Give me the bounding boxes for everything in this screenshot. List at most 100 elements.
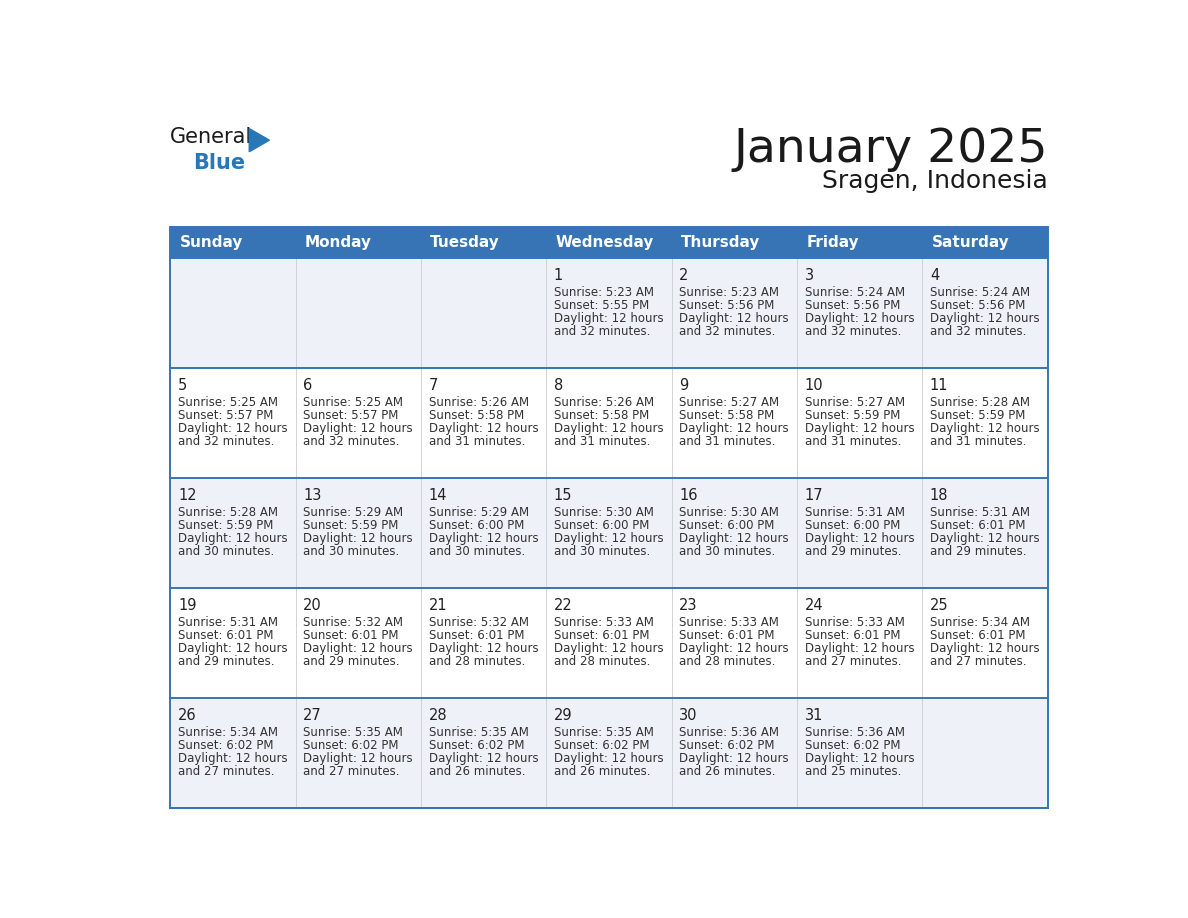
Text: 13: 13: [303, 488, 322, 503]
Text: and 30 minutes.: and 30 minutes.: [680, 544, 776, 558]
Text: Sunrise: 5:24 AM: Sunrise: 5:24 AM: [930, 286, 1030, 299]
Text: Sunset: 5:59 PM: Sunset: 5:59 PM: [930, 409, 1025, 422]
Text: Sunday: Sunday: [179, 235, 242, 250]
Text: Daylight: 12 hours: Daylight: 12 hours: [429, 532, 538, 545]
Text: and 31 minutes.: and 31 minutes.: [429, 435, 525, 448]
Text: 8: 8: [554, 378, 563, 393]
Text: Sunset: 6:02 PM: Sunset: 6:02 PM: [303, 739, 399, 752]
Text: Daylight: 12 hours: Daylight: 12 hours: [429, 752, 538, 765]
Text: and 29 minutes.: and 29 minutes.: [178, 655, 274, 667]
Text: Sunrise: 5:31 AM: Sunrise: 5:31 AM: [930, 506, 1030, 519]
Text: and 30 minutes.: and 30 minutes.: [554, 544, 650, 558]
Text: 18: 18: [930, 488, 948, 503]
Text: and 32 minutes.: and 32 minutes.: [178, 435, 274, 448]
Text: Daylight: 12 hours: Daylight: 12 hours: [303, 422, 413, 435]
Text: Sunset: 5:55 PM: Sunset: 5:55 PM: [554, 299, 649, 312]
Bar: [170, 588, 1048, 698]
Text: and 26 minutes.: and 26 minutes.: [554, 765, 651, 778]
Text: Sunset: 5:58 PM: Sunset: 5:58 PM: [554, 409, 649, 422]
Text: Sunset: 6:02 PM: Sunset: 6:02 PM: [429, 739, 524, 752]
Text: 21: 21: [429, 598, 447, 613]
Text: Blue: Blue: [194, 153, 246, 174]
Text: Sunset: 6:01 PM: Sunset: 6:01 PM: [804, 629, 901, 642]
Text: Daylight: 12 hours: Daylight: 12 hours: [554, 422, 664, 435]
Text: Sunset: 5:58 PM: Sunset: 5:58 PM: [680, 409, 775, 422]
Text: Sunset: 5:57 PM: Sunset: 5:57 PM: [178, 409, 273, 422]
Text: Sunset: 5:59 PM: Sunset: 5:59 PM: [804, 409, 901, 422]
Text: Sunrise: 5:28 AM: Sunrise: 5:28 AM: [930, 396, 1030, 409]
Text: 17: 17: [804, 488, 823, 503]
Bar: [170, 227, 1048, 808]
Text: Daylight: 12 hours: Daylight: 12 hours: [930, 532, 1040, 545]
Text: and 28 minutes.: and 28 minutes.: [680, 655, 776, 667]
Text: 16: 16: [680, 488, 697, 503]
Text: and 32 minutes.: and 32 minutes.: [804, 325, 901, 338]
Text: Sunset: 6:01 PM: Sunset: 6:01 PM: [554, 629, 650, 642]
Text: 15: 15: [554, 488, 573, 503]
Text: Sunset: 6:01 PM: Sunset: 6:01 PM: [930, 519, 1025, 532]
Text: 4: 4: [930, 268, 940, 283]
Text: and 27 minutes.: and 27 minutes.: [930, 655, 1026, 667]
Text: Daylight: 12 hours: Daylight: 12 hours: [804, 532, 915, 545]
Text: Sunrise: 5:35 AM: Sunrise: 5:35 AM: [554, 726, 653, 739]
Text: 24: 24: [804, 598, 823, 613]
Text: and 27 minutes.: and 27 minutes.: [804, 655, 901, 667]
Text: Daylight: 12 hours: Daylight: 12 hours: [680, 752, 789, 765]
Text: Daylight: 12 hours: Daylight: 12 hours: [554, 532, 664, 545]
Text: and 25 minutes.: and 25 minutes.: [804, 765, 901, 778]
Text: 26: 26: [178, 708, 196, 722]
Text: Sunrise: 5:35 AM: Sunrise: 5:35 AM: [303, 726, 403, 739]
Text: and 29 minutes.: and 29 minutes.: [804, 544, 901, 558]
Text: Daylight: 12 hours: Daylight: 12 hours: [178, 532, 287, 545]
Text: Sunset: 5:57 PM: Sunset: 5:57 PM: [303, 409, 399, 422]
Text: 11: 11: [930, 378, 948, 393]
Text: Sunset: 6:01 PM: Sunset: 6:01 PM: [303, 629, 399, 642]
Text: 6: 6: [303, 378, 312, 393]
Text: Daylight: 12 hours: Daylight: 12 hours: [554, 312, 664, 325]
Text: Sunset: 6:00 PM: Sunset: 6:00 PM: [680, 519, 775, 532]
Text: 3: 3: [804, 268, 814, 283]
Text: Sunrise: 5:33 AM: Sunrise: 5:33 AM: [554, 616, 653, 629]
Text: 1: 1: [554, 268, 563, 283]
Text: Sunset: 5:59 PM: Sunset: 5:59 PM: [303, 519, 399, 532]
Text: Sunset: 6:01 PM: Sunset: 6:01 PM: [680, 629, 775, 642]
Text: and 31 minutes.: and 31 minutes.: [930, 435, 1026, 448]
Text: 20: 20: [303, 598, 322, 613]
Text: Sunset: 5:59 PM: Sunset: 5:59 PM: [178, 519, 273, 532]
Text: Daylight: 12 hours: Daylight: 12 hours: [429, 642, 538, 655]
Text: and 32 minutes.: and 32 minutes.: [303, 435, 399, 448]
Text: Daylight: 12 hours: Daylight: 12 hours: [680, 312, 789, 325]
Bar: [170, 227, 1048, 258]
Text: Sunrise: 5:36 AM: Sunrise: 5:36 AM: [680, 726, 779, 739]
Text: 28: 28: [429, 708, 447, 722]
Text: Thursday: Thursday: [681, 235, 760, 250]
Text: 23: 23: [680, 598, 697, 613]
Text: and 27 minutes.: and 27 minutes.: [178, 765, 274, 778]
Text: Sunrise: 5:30 AM: Sunrise: 5:30 AM: [680, 506, 779, 519]
Text: Sunset: 5:56 PM: Sunset: 5:56 PM: [680, 299, 775, 312]
Text: Sunset: 6:02 PM: Sunset: 6:02 PM: [554, 739, 650, 752]
Text: Daylight: 12 hours: Daylight: 12 hours: [804, 422, 915, 435]
Text: Sunset: 6:00 PM: Sunset: 6:00 PM: [554, 519, 650, 532]
Text: 25: 25: [930, 598, 948, 613]
Text: Sunset: 6:00 PM: Sunset: 6:00 PM: [804, 519, 901, 532]
Text: and 32 minutes.: and 32 minutes.: [930, 325, 1026, 338]
Text: Sunrise: 5:27 AM: Sunrise: 5:27 AM: [804, 396, 905, 409]
Text: and 26 minutes.: and 26 minutes.: [680, 765, 776, 778]
Text: Daylight: 12 hours: Daylight: 12 hours: [178, 642, 287, 655]
Text: Daylight: 12 hours: Daylight: 12 hours: [930, 312, 1040, 325]
Text: Daylight: 12 hours: Daylight: 12 hours: [303, 752, 413, 765]
Text: Sunrise: 5:24 AM: Sunrise: 5:24 AM: [804, 286, 905, 299]
Text: Sunrise: 5:31 AM: Sunrise: 5:31 AM: [178, 616, 278, 629]
Text: Daylight: 12 hours: Daylight: 12 hours: [303, 642, 413, 655]
Text: Daylight: 12 hours: Daylight: 12 hours: [804, 312, 915, 325]
Text: Daylight: 12 hours: Daylight: 12 hours: [680, 642, 789, 655]
Text: Sunset: 5:56 PM: Sunset: 5:56 PM: [930, 299, 1025, 312]
Text: Sunrise: 5:29 AM: Sunrise: 5:29 AM: [429, 506, 529, 519]
Text: Sunrise: 5:36 AM: Sunrise: 5:36 AM: [804, 726, 904, 739]
Text: Wednesday: Wednesday: [556, 235, 653, 250]
Text: 19: 19: [178, 598, 196, 613]
Text: Sunset: 5:56 PM: Sunset: 5:56 PM: [804, 299, 901, 312]
Text: Daylight: 12 hours: Daylight: 12 hours: [429, 422, 538, 435]
Text: and 27 minutes.: and 27 minutes.: [303, 765, 400, 778]
